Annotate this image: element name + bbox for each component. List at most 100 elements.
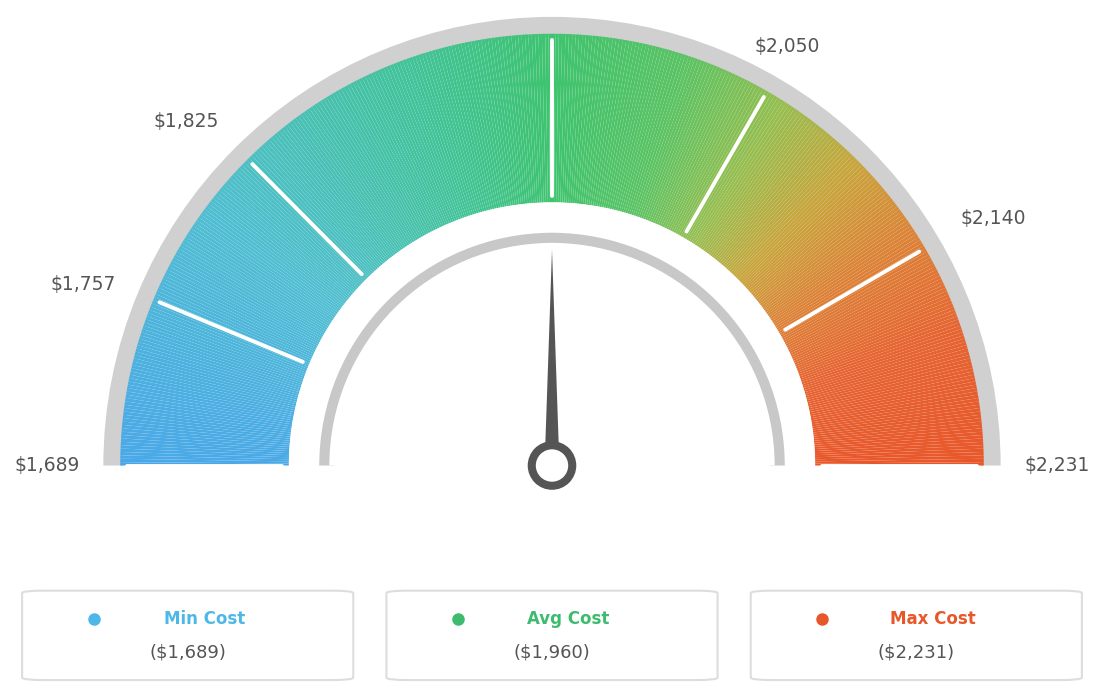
Wedge shape [341,87,425,236]
Wedge shape [794,294,949,363]
Wedge shape [815,432,983,447]
Wedge shape [789,279,943,353]
Wedge shape [498,37,521,204]
Wedge shape [455,44,495,209]
Wedge shape [635,56,692,217]
Wedge shape [735,155,854,278]
Wedge shape [559,34,565,203]
Wedge shape [700,108,797,249]
Wedge shape [627,52,679,214]
Circle shape [535,449,569,482]
Wedge shape [301,112,401,251]
Wedge shape [666,77,742,229]
Wedge shape [121,425,290,443]
Wedge shape [765,212,903,313]
Wedge shape [625,51,676,213]
Wedge shape [811,398,979,426]
Wedge shape [583,37,606,204]
Circle shape [528,441,576,490]
Wedge shape [465,42,501,208]
Wedge shape [121,428,290,445]
Wedge shape [810,388,977,420]
Wedge shape [787,273,940,350]
Wedge shape [529,34,540,203]
Wedge shape [488,38,514,206]
Wedge shape [676,84,757,234]
Wedge shape [168,266,318,346]
Wedge shape [274,132,384,264]
Wedge shape [323,97,414,242]
Wedge shape [485,39,513,206]
Wedge shape [707,116,808,254]
Wedge shape [698,106,795,248]
Wedge shape [783,257,932,341]
Wedge shape [374,70,446,226]
Wedge shape [810,382,976,416]
Wedge shape [552,34,555,202]
Wedge shape [660,72,733,226]
Wedge shape [639,58,698,218]
Wedge shape [715,126,822,260]
Wedge shape [184,237,329,328]
Wedge shape [355,79,434,231]
Wedge shape [740,163,862,282]
Wedge shape [575,35,593,204]
Wedge shape [686,94,775,240]
Wedge shape [415,55,470,216]
Wedge shape [425,52,477,214]
Wedge shape [732,150,850,275]
Wedge shape [778,246,925,333]
Wedge shape [806,352,969,398]
Wedge shape [619,48,666,212]
Wedge shape [159,285,314,357]
Wedge shape [804,342,967,392]
Wedge shape [406,58,465,218]
Wedge shape [156,291,311,361]
Wedge shape [764,209,901,311]
Wedge shape [774,234,919,326]
Wedge shape [624,50,672,213]
Wedge shape [566,34,580,203]
Wedge shape [573,35,590,204]
Wedge shape [123,418,290,439]
Wedge shape [814,418,981,439]
Wedge shape [609,44,649,209]
Wedge shape [353,81,433,232]
Wedge shape [726,141,840,270]
Wedge shape [445,46,489,210]
Wedge shape [124,411,291,435]
Wedge shape [813,411,980,435]
Wedge shape [755,190,887,299]
Wedge shape [809,378,976,414]
Wedge shape [140,332,301,386]
Wedge shape [495,37,519,205]
Wedge shape [262,144,376,271]
Wedge shape [128,382,294,416]
Wedge shape [803,332,964,386]
Wedge shape [204,206,341,309]
Wedge shape [581,37,603,204]
Wedge shape [571,34,586,204]
Wedge shape [781,252,928,337]
Wedge shape [438,48,485,212]
Wedge shape [125,398,293,426]
Wedge shape [673,82,754,233]
Wedge shape [591,39,619,206]
Wedge shape [668,78,745,230]
Wedge shape [605,43,643,208]
Wedge shape [749,177,875,291]
Wedge shape [104,17,1000,466]
Wedge shape [252,153,370,277]
Wedge shape [649,64,714,221]
Wedge shape [296,116,397,254]
Wedge shape [564,34,575,203]
Wedge shape [142,326,304,382]
Wedge shape [777,243,924,332]
Wedge shape [607,43,646,209]
Wedge shape [775,237,920,328]
Wedge shape [800,326,962,382]
Wedge shape [804,339,966,390]
Wedge shape [393,63,457,221]
Wedge shape [224,183,353,295]
Wedge shape [120,455,289,462]
